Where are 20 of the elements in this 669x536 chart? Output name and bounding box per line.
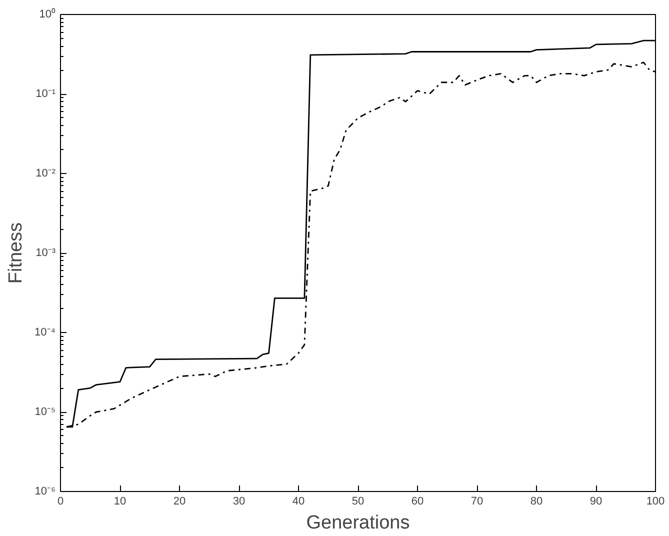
x-tick-label: 90 <box>590 496 602 508</box>
x-tick-label: 50 <box>352 496 364 508</box>
x-tick-label: 80 <box>530 496 543 508</box>
x-tick-label: 0 <box>57 496 64 508</box>
x-tick-label: 20 <box>173 496 186 508</box>
y-tick-label: 10⁻⁵ <box>34 406 56 418</box>
x-tick-label: 30 <box>232 496 246 508</box>
x-tick-label: 100 <box>646 496 665 508</box>
y-tick-label: 10⁻¹ <box>36 88 56 100</box>
y-tick-label: 10⁻² <box>36 168 56 180</box>
x-tick-label: 60 <box>411 496 424 508</box>
y-axis-title: Fitness <box>6 222 27 284</box>
y-tick-label: 10⁻⁴ <box>34 326 56 338</box>
x-tick-label: 10 <box>114 496 126 508</box>
x-tick-label: 40 <box>292 496 305 508</box>
x-axis-title: Generations <box>306 512 410 534</box>
y-tick-label: 10⁻⁶ <box>34 486 56 498</box>
y-tick-label: 10⁻³ <box>36 247 56 259</box>
y-tick-label: 10⁰ <box>39 8 56 20</box>
x-tick-label: 70 <box>470 496 484 508</box>
